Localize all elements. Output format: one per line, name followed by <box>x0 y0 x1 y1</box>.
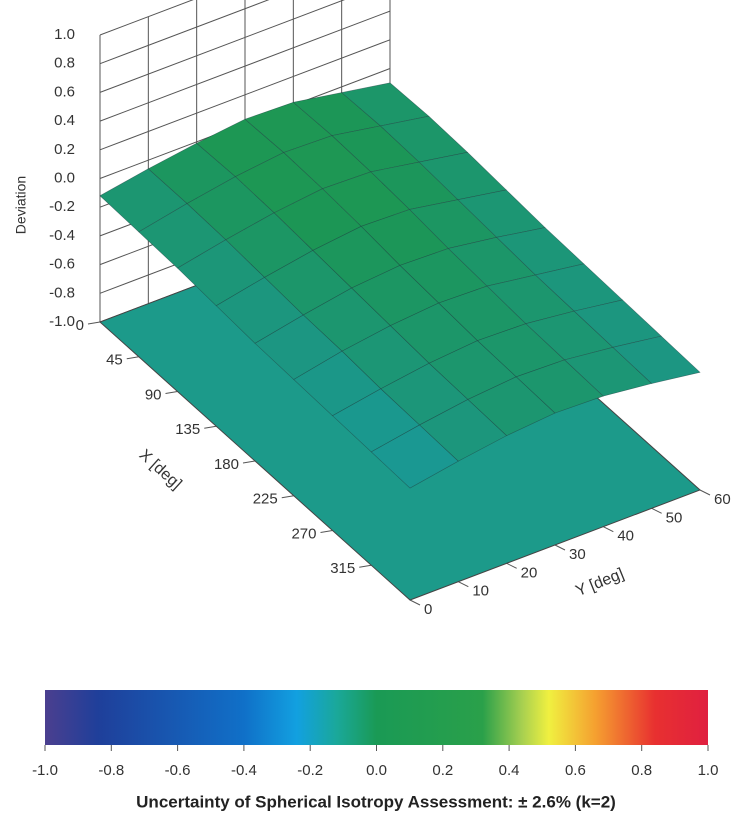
colorbar-tick-label: 0.6 <box>565 762 586 779</box>
surface-cell <box>612 335 701 384</box>
x-tick <box>126 356 139 360</box>
x-tick-label: 90 <box>145 386 162 403</box>
x-tick-label: 45 <box>106 352 123 369</box>
colorbar-tick-label: -0.2 <box>297 762 323 779</box>
z-tick-label: -0.2 <box>49 198 75 215</box>
z-tick-label: -1.0 <box>49 313 75 330</box>
y-tick <box>409 599 421 606</box>
x-tick <box>242 460 256 464</box>
x-tick <box>204 425 217 429</box>
z-axis-title: Deviation <box>13 176 29 234</box>
z-tick-label: 0.0 <box>54 169 75 186</box>
x-tick <box>87 321 101 325</box>
colorbar-tick-label: -0.4 <box>231 762 257 779</box>
y-tick-label: 50 <box>666 509 683 526</box>
z-tick-label: 1.0 <box>54 26 75 43</box>
x-tick-label: 0 <box>76 317 84 334</box>
z-tick-label: -0.8 <box>49 284 75 301</box>
axis-labels: -1.0 -0.8 -0.6 -0.4 -0.2 0.0 0.2 0.4 0.6 0.8 1.0 0 1… <box>49 26 731 618</box>
y-tick-label: 20 <box>521 564 538 581</box>
x-axis-title: X [deg] <box>136 447 185 494</box>
colorbar-caption: Uncertainty of Spherical Isotropy Assess… <box>136 792 616 811</box>
z-tick-label: 0.6 <box>54 83 75 100</box>
y-tick-label: 0 <box>424 601 432 618</box>
y-tick <box>651 507 662 514</box>
y-tick <box>458 581 469 588</box>
x-tick-label: 180 <box>214 456 239 473</box>
x-tick-label: 225 <box>253 491 278 508</box>
colorbar-tick-label: 0.8 <box>631 762 652 779</box>
colorbar-tick-label: -0.8 <box>98 762 124 779</box>
x-tick <box>320 530 333 533</box>
x-tick <box>359 564 372 568</box>
colorbar-tick-label: 1.0 <box>698 762 719 779</box>
y-tick <box>603 526 614 533</box>
y-tick-label: 10 <box>472 583 489 600</box>
x-tick-label: 270 <box>291 525 316 542</box>
z-tick-label: -0.6 <box>49 256 75 273</box>
y-tick-label: 30 <box>569 546 586 563</box>
colorbar-tick-label: 0.0 <box>366 762 387 779</box>
z-tick-label: 0.4 <box>54 112 75 129</box>
colorbar-tick-label: -0.6 <box>165 762 191 779</box>
colorbar-tick-label: -1.0 <box>32 762 58 779</box>
z-tick-label: -0.4 <box>49 227 75 244</box>
z-tick-label: 0.2 <box>54 141 75 158</box>
colorbar-tick-label: 0.4 <box>499 762 520 779</box>
y-tick-label: 40 <box>617 528 634 545</box>
y-tick-label: 60 <box>714 491 731 508</box>
colorbar <box>45 690 708 745</box>
z-tick-label: 0.8 <box>54 55 75 72</box>
y-tick <box>506 562 517 569</box>
x-tick-label: 135 <box>175 421 200 438</box>
y-axis-title: Y [deg] <box>573 565 626 600</box>
x-tick <box>165 391 178 394</box>
y-tick <box>554 544 566 551</box>
x-tick-label: 315 <box>330 560 355 577</box>
colorbar-tick-label: 0.2 <box>432 762 453 779</box>
surface <box>99 82 701 489</box>
y-tick <box>699 489 711 496</box>
x-tick <box>281 495 294 499</box>
